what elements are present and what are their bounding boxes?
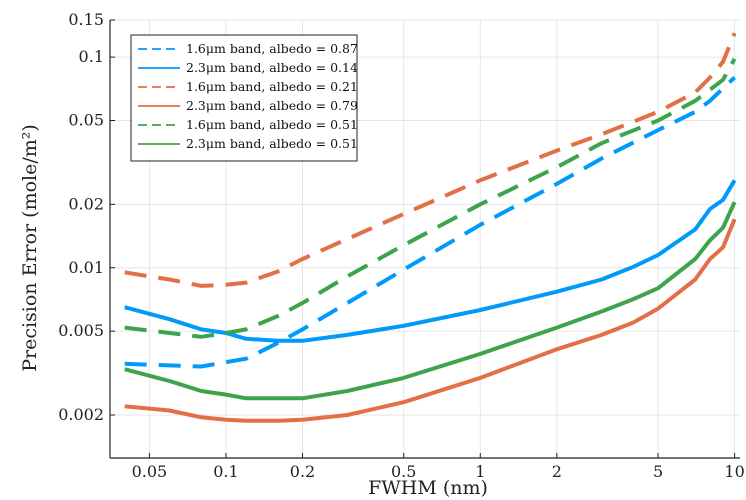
x-tick-label: 2 <box>552 462 562 481</box>
axes: 0.05 0.1 0.2 0.5 1 2 5 10 0.002 0.005 0.01 0.02 0.05… <box>58 10 745 481</box>
x-tick-label: 1 <box>475 462 485 481</box>
series-line-5 <box>124 57 737 339</box>
x-tick-label: 5 <box>653 462 663 481</box>
series-line-4 <box>124 218 737 423</box>
series-line-3 <box>124 32 737 288</box>
x-tick-label: 10 <box>724 462 744 481</box>
y-tick-label: 0.01 <box>68 258 104 277</box>
legend-entry: 2.3μm band, albedo = 0.14 <box>186 60 358 75</box>
x-tick-label: 0.05 <box>132 462 168 481</box>
y-tick-label: 0.002 <box>58 405 104 424</box>
y-tick-label: 0.15 <box>68 10 104 29</box>
series-line-2 <box>124 179 737 343</box>
y-tick-label: 0.02 <box>68 194 104 213</box>
y-axis-label: Precision Error (mole/m²) <box>19 124 41 372</box>
legend-entry: 1.6μm band, albedo = 0.21 <box>186 79 358 94</box>
legend-entry: 2.3μm band, albedo = 0.51 <box>186 136 358 151</box>
x-tick-label: 0.5 <box>391 462 416 481</box>
series-lines <box>124 32 737 423</box>
y-tick-label: 0.1 <box>79 47 104 66</box>
x-tick-label: 0.1 <box>213 462 238 481</box>
y-tick-label: 0.05 <box>68 111 104 130</box>
x-axis-label: FWHM (nm) <box>368 477 488 499</box>
legend-entry: 1.6μm band, albedo = 0.87 <box>186 41 358 56</box>
legend-box <box>130 34 358 162</box>
series-line-6 <box>124 201 737 401</box>
legend-entry: 2.3μm band, albedo = 0.79 <box>186 98 358 113</box>
x-tick-label: 0.2 <box>290 462 315 481</box>
y-tick-label: 0.005 <box>58 321 104 340</box>
legend-entry: 1.6μm band, albedo = 0.51 <box>186 117 358 132</box>
series-line-1 <box>124 76 736 369</box>
legend: 1.6μm band, albedo = 0.87 2.3μm band, alb… <box>130 34 358 162</box>
